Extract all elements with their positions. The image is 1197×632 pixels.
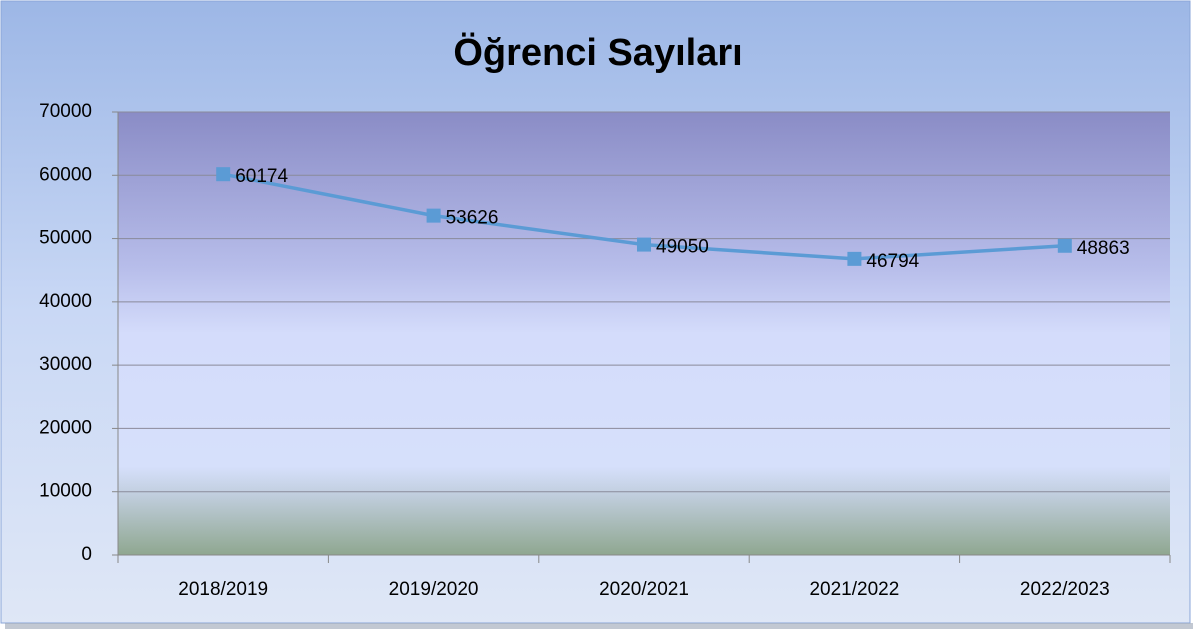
data-label: 46794 [866, 251, 919, 272]
marker [1057, 238, 1072, 253]
y-tick-label: 60000 [39, 164, 92, 185]
data-label: 60174 [235, 166, 288, 187]
y-tick-label: 10000 [39, 481, 92, 502]
data-label: 49050 [656, 237, 709, 258]
y-tick-label: 20000 [39, 417, 92, 438]
data-label: 53626 [446, 208, 499, 229]
y-tick-label: 50000 [39, 228, 92, 249]
y-tick-label: 0 [81, 544, 92, 565]
marker [426, 208, 441, 223]
x-tick-label: 2022/2023 [1020, 579, 1110, 600]
x-tick-label: 2018/2019 [178, 579, 268, 600]
data-label: 48863 [1077, 238, 1130, 259]
marker [216, 167, 231, 182]
y-tick-label: 30000 [39, 354, 92, 375]
x-tick-label: 2020/2021 [599, 579, 689, 600]
x-tick-label: 2019/2020 [389, 579, 479, 600]
marker [637, 237, 651, 252]
x-tick-label: 2021/2022 [809, 579, 899, 600]
y-tick-label: 40000 [39, 291, 92, 312]
chart-title: Öğrenci Sayıları [453, 31, 742, 74]
marker [847, 251, 862, 266]
plot-area [118, 112, 1170, 555]
y-tick-label: 70000 [39, 101, 92, 122]
shadow [5, 623, 1193, 629]
